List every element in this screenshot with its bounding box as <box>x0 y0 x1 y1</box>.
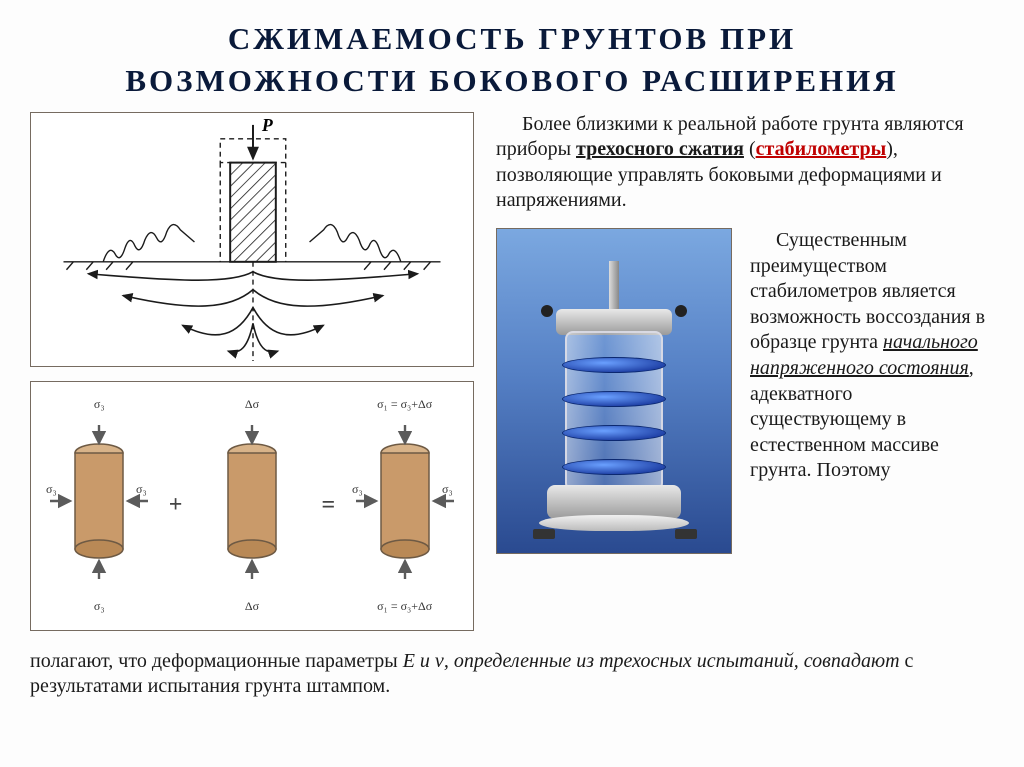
svg-text:σ₃: σ₃ <box>46 482 57 496</box>
plus-operator: + <box>169 492 183 519</box>
figure-load-diagram: P <box>30 112 474 367</box>
paragraph-3: полагают, что деформационные параметры E… <box>0 645 1024 700</box>
paragraph-1: Более близкими к реальной работе грунта … <box>496 112 994 214</box>
equals-operator: = <box>321 492 335 519</box>
svg-text:σ₃: σ₃ <box>442 482 453 496</box>
svg-text:σ₃: σ₃ <box>352 482 363 496</box>
title-line-2: ВОЗМОЖНОСТИ БОКОВОГО РАСШИРЕНИЯ <box>20 60 1004 102</box>
figure-triaxial-superposition: σ₃ σ₃ σ₃ σ₃ <box>30 381 474 631</box>
triaxial-device-photo <box>496 228 732 554</box>
term-stabilometer: стабилометры <box>756 138 887 160</box>
svg-text:σ₃: σ₃ <box>136 482 147 496</box>
title-line-1: СЖИМАЕМОСТЬ ГРУНТОВ ПРИ <box>20 18 1004 60</box>
cylinder-1: σ₃ σ₃ σ₃ σ₃ <box>44 397 154 614</box>
cylinder-3: σ₁ = σ₃+Δσ σ₃ σ₃ σ₁ = σ₃+Δσ <box>350 397 460 614</box>
force-label: P <box>261 115 274 135</box>
cylinder-2: Δσ Δσ <box>197 397 307 614</box>
paragraph-2: Существенным преимуществом стабилометров… <box>750 228 994 484</box>
term-triaxial: трехосного сжатия <box>576 138 744 160</box>
